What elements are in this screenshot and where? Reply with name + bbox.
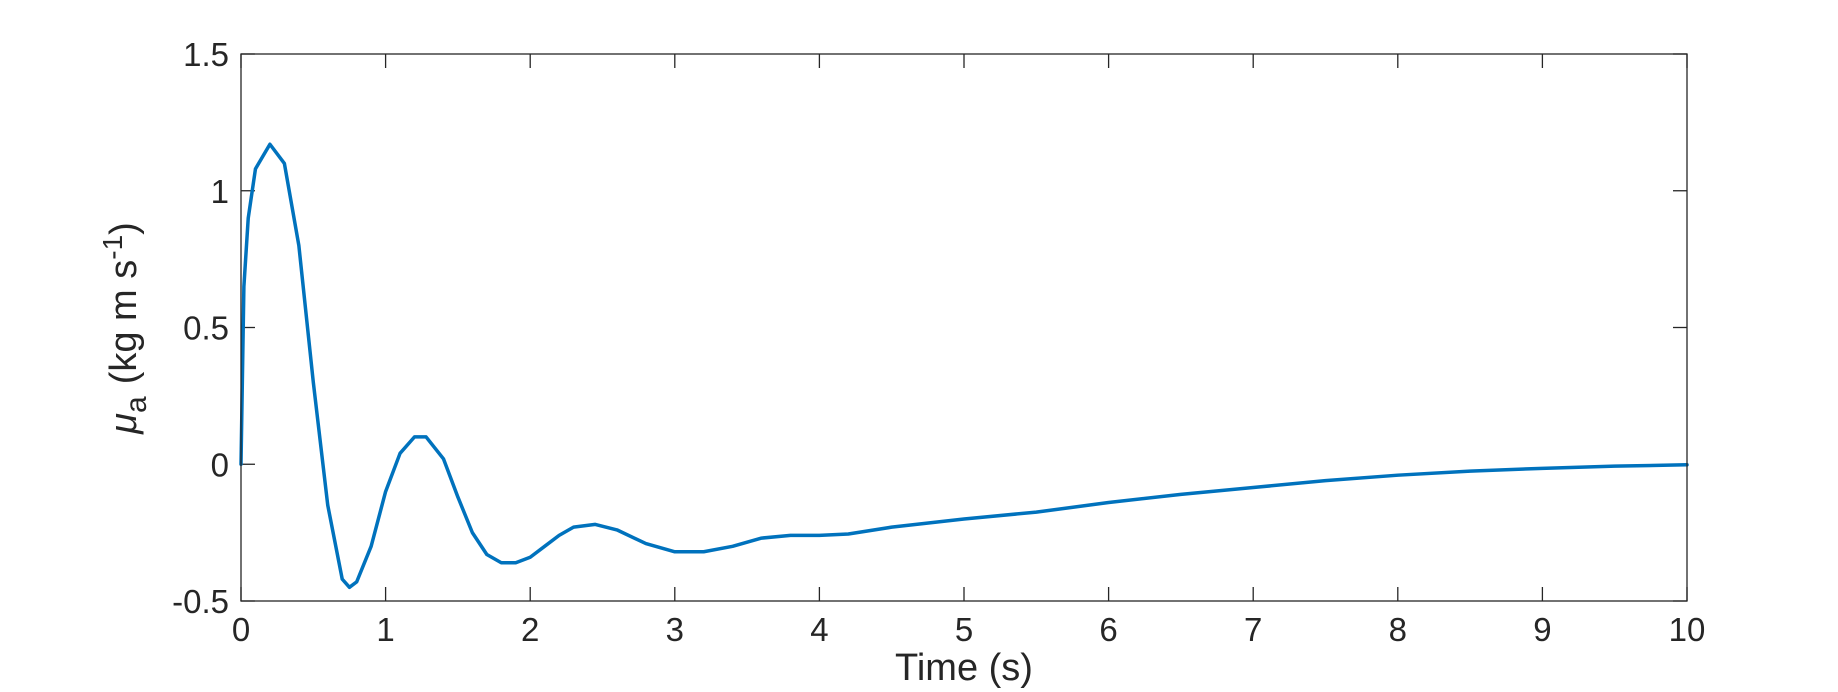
x-tick-label: 9 xyxy=(1533,611,1551,648)
x-tick-label: 6 xyxy=(1099,611,1117,648)
y-axis-label: μa (kg m s-1) xyxy=(97,222,153,435)
x-tick-label: 10 xyxy=(1669,611,1706,648)
data-line xyxy=(239,142,1689,590)
y-tick-label: 0 xyxy=(211,446,229,483)
y-label-subscript: a xyxy=(120,396,153,413)
y-tick-label: 1 xyxy=(211,173,229,210)
x-tick-label: 0 xyxy=(232,611,250,648)
y-label-symbol: μ xyxy=(103,413,145,435)
y-label-superscript: -1 xyxy=(97,235,128,260)
y-label-close: ) xyxy=(103,222,145,235)
x-tick-label: 1 xyxy=(376,611,394,648)
y-tick-label: 0.5 xyxy=(183,310,229,347)
x-tick-label: 7 xyxy=(1244,611,1262,648)
x-tick-label: 5 xyxy=(955,611,973,648)
axes-box xyxy=(240,53,1688,602)
x-tick-label: 4 xyxy=(810,611,828,648)
y-tick-label: 1.5 xyxy=(183,36,229,73)
x-tick-label: 8 xyxy=(1389,611,1407,648)
y-tick-label: -0.5 xyxy=(172,583,229,620)
y-label-unit: (kg m s xyxy=(103,260,145,385)
x-tick-label: 2 xyxy=(521,611,539,648)
x-tick-label: 3 xyxy=(666,611,684,648)
x-axis-label: Time (s) xyxy=(895,647,1033,689)
